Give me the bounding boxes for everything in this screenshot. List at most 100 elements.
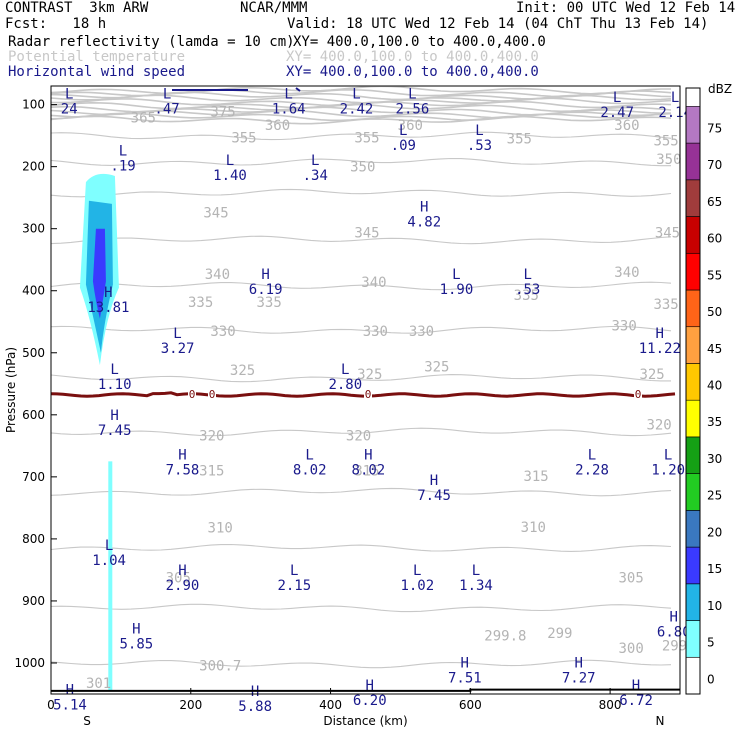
wind-extremum-value: 7.45 (98, 423, 132, 439)
theta-label: 330 (363, 324, 388, 340)
theta-label: 340 (205, 267, 230, 283)
plot-frame (50, 85, 681, 695)
x-axis-label: Distance (km) (323, 714, 407, 728)
theta-contour-line (50, 115, 672, 125)
wind-extremum-value: 2.80 (328, 377, 362, 393)
theta-label: 355 (231, 130, 256, 146)
colorbar-label: 0 (707, 672, 715, 686)
wind-extremum-value: .47 (154, 102, 179, 118)
theta-label: 299.8 (484, 629, 526, 645)
reflectivity-surface-streak (108, 461, 113, 691)
theta-label: 360 (398, 118, 423, 134)
colorbar-swatch (685, 399, 701, 438)
valid-time: Valid: 18 UTC Wed 12 Feb 14 (04 ChT Thu … (287, 16, 709, 32)
wind-extremum-type: H (178, 563, 186, 579)
wind-extremum-type: H (364, 448, 372, 464)
wind-extremum-value: 1.90 (440, 282, 474, 298)
wind-extremum-value: 4.82 (407, 214, 441, 230)
y-tick-label: 900 (22, 594, 45, 608)
south-label: S (83, 714, 91, 728)
theta-contour-line (50, 131, 672, 141)
colorbar-label: 30 (707, 452, 722, 466)
colorbar-swatch (685, 656, 701, 695)
theta-label: 325 (639, 367, 664, 383)
wind-extremum-value: 7.27 (562, 670, 596, 686)
theta-label: 340 (614, 265, 639, 281)
wind-extremum-value: 1.20 (651, 463, 685, 479)
colorbar-swatch (685, 179, 701, 217)
colorbar-swatch (685, 326, 701, 364)
wind-extremum-value: 5.85 (119, 636, 153, 652)
colorbar-swatch (685, 510, 701, 548)
theta-label: 320 (346, 428, 371, 444)
theta-label: 335 (653, 297, 678, 313)
init-time: Init: 00 UTC Wed 12 Feb 14 (516, 0, 736, 16)
wind-extremum-value: 13.81 (87, 300, 129, 316)
y-tick-label: 400 (22, 284, 45, 298)
colorbar-swatch (685, 142, 701, 181)
y-tick-label: 100 (22, 98, 45, 112)
wind-extremum-type: L (226, 153, 234, 169)
y-axis-label: Pressure (hPa) (4, 347, 18, 433)
wind-extremum-type: L (173, 326, 181, 342)
wind-extremum-value: 24 (61, 102, 78, 118)
theta-label: 305 (618, 570, 643, 586)
colorbar-swatch (685, 106, 701, 144)
theta-contour-line (50, 85, 671, 95)
wind-extremum-type: L (305, 448, 313, 464)
wind-extremum-type: L (452, 267, 460, 283)
theta-label: 365 (131, 111, 156, 127)
field-reflectivity-xy: XY= 400.0,100.0 to 400.0,400.0 (293, 34, 546, 50)
theta-label: 345 (354, 225, 379, 241)
theta-contour-line (50, 427, 672, 437)
wind-extremum-type: L (290, 563, 298, 579)
colorbar-label: 45 (707, 342, 722, 356)
wind-extremum-value: 3.27 (161, 341, 195, 357)
wind-extremum-type: H (632, 678, 640, 694)
wind-extremum-value: 8.02 (352, 463, 386, 479)
theta-label: 299 (547, 626, 572, 642)
zero-isotherm-label: 0 (365, 388, 372, 401)
wind-extremum-value: 1.64 (272, 102, 306, 118)
theta-label: 320 (199, 428, 224, 444)
wind-extremum-value: 2.90 (166, 578, 200, 594)
wind-extremum-type: L (105, 538, 113, 554)
theta-label: 310 (521, 520, 546, 536)
wind-extremum-type: L (341, 362, 349, 378)
theta-label: 315 (523, 469, 548, 485)
zero-isotherm-line (50, 391, 676, 398)
field-wind-name: Horizontal wind speed (8, 64, 186, 80)
colorbar-label: 10 (707, 599, 722, 613)
theta-contour-line (50, 543, 672, 552)
wind-extremum-type: H (420, 199, 428, 215)
colorbar-label: 35 (707, 415, 722, 429)
wind-extremum-type: H (132, 621, 140, 637)
wind-extremum-type: L (475, 123, 483, 139)
wind-extremum-type: L (408, 87, 416, 103)
wind-extremum-value: 6.72 (619, 693, 653, 709)
y-tick-label: 1000 (14, 656, 45, 670)
wind-extremum-value: 11.22 (639, 341, 681, 357)
y-tick-label: 500 (22, 346, 45, 360)
wind-extremum-value: 2.28 (575, 463, 609, 479)
theta-label: 345 (655, 225, 680, 241)
wind-extremum-type: H (251, 684, 259, 700)
theta-label: 301 (86, 676, 111, 692)
wind-extremum-type: H (430, 473, 438, 489)
wind-extremum-value: 7.45 (417, 488, 451, 504)
wind-extremum-type: L (399, 123, 407, 139)
north-label: N (656, 714, 665, 728)
colorbar-label: 25 (707, 489, 722, 503)
theta-contour-line (50, 374, 671, 383)
wind-extremum-value: 1.40 (213, 168, 247, 184)
wind-extremum-type: H (670, 610, 678, 626)
y-tick-label: 800 (22, 532, 45, 546)
wind-extremum-value: .34 (303, 168, 328, 184)
theta-label: 310 (208, 521, 233, 537)
wind-extremum-type: H (366, 678, 374, 694)
theta-label: 335 (256, 295, 281, 311)
theta-label: 360 (265, 118, 290, 134)
colorbar-label: 65 (707, 195, 722, 209)
colorbar-swatch (685, 216, 701, 254)
theta-label: 335 (514, 288, 539, 304)
